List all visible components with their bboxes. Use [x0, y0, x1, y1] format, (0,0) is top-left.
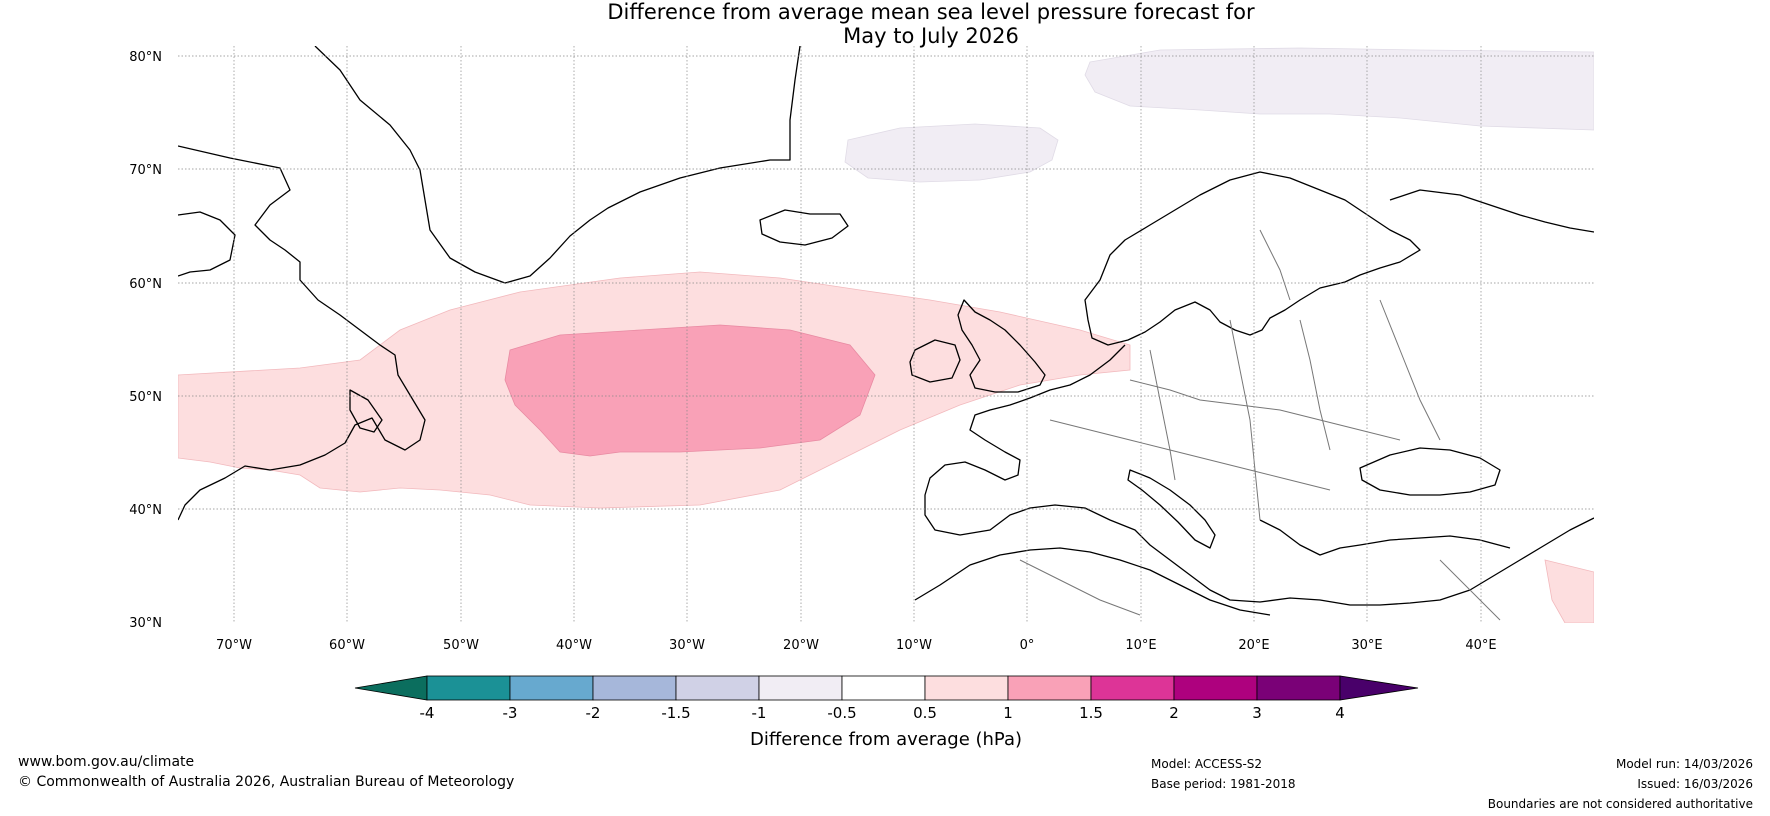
- colorbar-bin: [592, 675, 677, 701]
- lat-label-60n: 60°N: [129, 277, 162, 292]
- base-period-text: Base period: 1981-2018: [1151, 777, 1296, 791]
- iceland-coast: [759, 209, 849, 246]
- lon-label-70w: 70°W: [216, 638, 252, 653]
- latitude-labels: 80°N 70°N 60°N 50°N 40°N 30°N: [129, 50, 162, 631]
- labrador-islands: [349, 389, 383, 433]
- black-sea-coast: [1359, 447, 1501, 496]
- map-panel: [178, 46, 1594, 623]
- lon-label-10e: 10°E: [1125, 638, 1156, 653]
- colorbar-above-arrow: [1339, 675, 1419, 701]
- model-text: Model: ACCESS-S2: [1151, 757, 1263, 771]
- arctic-russia-coast: [1389, 189, 1594, 233]
- lat-label-50n: 50°N: [129, 390, 162, 405]
- border-lines-1: [1129, 379, 1401, 441]
- lat-label-70n: 70°N: [129, 163, 162, 178]
- greenland-coast: [314, 46, 801, 284]
- anomaly-area-atlantic-core: [504, 324, 876, 457]
- colorbar-tick: 3: [1252, 704, 1262, 722]
- border-lines-7: [1259, 229, 1291, 301]
- colorbar-bin: [675, 675, 760, 701]
- colorbar-bin: [758, 675, 843, 701]
- border-lines-3: [1229, 319, 1261, 521]
- country-borders: [1019, 229, 1501, 621]
- lon-label-0: 0°: [1020, 638, 1035, 653]
- title-line-2: May to July 2026: [843, 24, 1019, 48]
- lon-label-30w: 30°W: [669, 638, 705, 653]
- colorbar-bin: [509, 675, 594, 701]
- colorbar-tick: -4: [420, 704, 435, 722]
- lat-label-40n: 40°N: [129, 503, 162, 518]
- lon-label-10w: 10°W: [896, 638, 932, 653]
- colorbar-bin: [924, 675, 1009, 701]
- lon-label-60w: 60°W: [329, 638, 365, 653]
- great-britain-coast: [957, 299, 1046, 393]
- colorbar-tick: -1: [752, 704, 767, 722]
- colorbar-tick: -3: [503, 704, 518, 722]
- colorbar-bin: [1173, 675, 1258, 701]
- colorbar-bin: [1256, 675, 1341, 701]
- border-lines-4: [1299, 319, 1331, 451]
- lat-label-30n: 30°N: [129, 616, 162, 631]
- north-africa-coast: [914, 547, 1271, 616]
- colorbar-tick-labels: -4 -3 -2 -1.5 -1 -0.5 0.5 1 1.5 2 3 4: [420, 704, 1345, 722]
- colorbar: -4 -3 -2 -1.5 -1 -0.5 0.5 1 1.5 2 3 4 Di…: [354, 675, 1419, 750]
- colorbar-tick: -1.5: [661, 704, 690, 722]
- colorbar-bin: [841, 675, 926, 701]
- border-lines-8: [1019, 559, 1141, 616]
- ireland-coast: [909, 339, 961, 383]
- disclaimer-text: Boundaries are not considered authoritat…: [1487, 797, 1753, 811]
- scandinavia-coast: [1084, 171, 1421, 346]
- border-lines-5: [1049, 419, 1331, 491]
- lon-label-40w: 40°W: [556, 638, 592, 653]
- colorbar-bin: [1007, 675, 1092, 701]
- copyright-text: © Commonwealth of Australia 2026, Austra…: [18, 774, 515, 790]
- colorbar-bin: [1090, 675, 1175, 701]
- border-lines-6: [1379, 299, 1441, 441]
- anomaly-area-svalbard: [1084, 47, 1594, 131]
- website-link[interactable]: www.bom.gov.au/climate: [18, 754, 195, 770]
- colorbar-tick: 4: [1335, 704, 1345, 722]
- colorbar-bins: [426, 675, 1341, 701]
- colorbar-bin: [426, 675, 511, 701]
- north-america-coast: [178, 145, 426, 521]
- graticule: [178, 46, 1594, 623]
- lon-label-20w: 20°W: [783, 638, 819, 653]
- colorbar-below-arrow: [354, 675, 428, 701]
- issued-text: Issued: 16/03/2026: [1637, 777, 1753, 791]
- model-run-text: Model run: 14/03/2026: [1615, 757, 1753, 771]
- lat-label-80n: 80°N: [129, 50, 162, 65]
- colorbar-tick: 0.5: [913, 704, 937, 722]
- lon-label-20e: 20°E: [1238, 638, 1269, 653]
- colorbar-title: Difference from average (hPa): [750, 729, 1022, 750]
- italy-coast: [1127, 469, 1216, 549]
- lon-label-50w: 50°W: [443, 638, 479, 653]
- lon-label-40e: 40°E: [1465, 638, 1496, 653]
- border-lines-9: [1439, 559, 1501, 621]
- lon-label-30e: 30°E: [1351, 638, 1382, 653]
- colorbar-tick: 1.5: [1079, 704, 1103, 722]
- anomaly-area-eastern-mediterranean: [1544, 559, 1594, 623]
- border-lines-2: [1149, 349, 1176, 481]
- colorbar-tick: 2: [1169, 704, 1179, 722]
- colorbar-tick: 1: [1003, 704, 1013, 722]
- longitude-labels: 70°W 60°W 50°W 40°W 30°W 20°W 10°W 0° 10…: [216, 638, 1497, 653]
- colorbar-tick: -2: [586, 704, 601, 722]
- colorbar-tick: -0.5: [827, 704, 856, 722]
- coastlines: [178, 46, 1594, 616]
- chart-title: Difference from average mean sea level p…: [0, 0, 1770, 48]
- anomaly-area-norwegian-sea: [844, 123, 1059, 183]
- hudson-bay-coast: [178, 211, 236, 277]
- greece-turkey-coast: [1259, 519, 1511, 556]
- europe-coast: [924, 344, 1594, 606]
- title-line-1: Difference from average mean sea level p…: [607, 0, 1255, 24]
